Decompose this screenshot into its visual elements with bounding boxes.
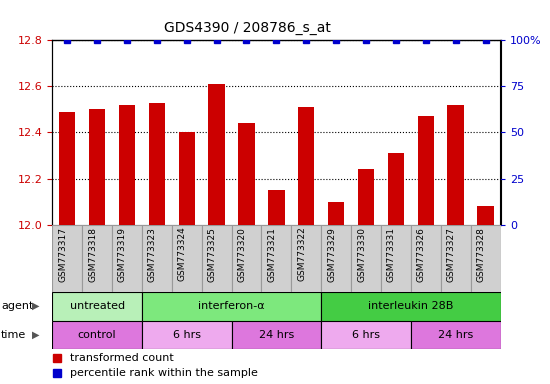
Bar xyxy=(268,190,284,225)
Text: GSM773331: GSM773331 xyxy=(387,227,396,281)
Bar xyxy=(381,225,411,292)
Text: GSM773321: GSM773321 xyxy=(267,227,276,281)
Text: GSM773323: GSM773323 xyxy=(148,227,157,281)
Bar xyxy=(52,292,142,321)
Text: GSM773326: GSM773326 xyxy=(417,227,426,281)
Text: untreated: untreated xyxy=(69,301,125,311)
Text: GSM773327: GSM773327 xyxy=(447,227,455,281)
Text: GSM773329: GSM773329 xyxy=(327,227,336,281)
Bar xyxy=(172,225,202,292)
Bar xyxy=(52,225,82,292)
Text: transformed count: transformed count xyxy=(70,353,174,363)
Bar xyxy=(388,153,404,225)
Bar xyxy=(417,116,434,225)
Text: GSM773318: GSM773318 xyxy=(88,227,97,281)
Bar xyxy=(52,321,142,349)
Bar xyxy=(232,321,321,349)
Bar xyxy=(477,206,494,225)
Bar xyxy=(298,107,315,225)
Text: 6 hrs: 6 hrs xyxy=(352,330,380,340)
Bar xyxy=(328,202,344,225)
Text: 24 hrs: 24 hrs xyxy=(258,330,294,340)
Text: GSM773319: GSM773319 xyxy=(118,227,127,281)
Text: ▶: ▶ xyxy=(32,301,40,311)
Bar xyxy=(89,109,105,225)
Bar xyxy=(142,292,321,321)
Bar xyxy=(441,225,471,292)
Bar xyxy=(261,225,292,292)
Bar xyxy=(142,225,172,292)
Bar xyxy=(321,321,411,349)
Bar xyxy=(351,225,381,292)
Bar xyxy=(82,225,112,292)
Text: percentile rank within the sample: percentile rank within the sample xyxy=(70,368,258,378)
Text: 24 hrs: 24 hrs xyxy=(438,330,474,340)
Text: GSM773317: GSM773317 xyxy=(58,227,67,281)
Text: GDS4390 / 208786_s_at: GDS4390 / 208786_s_at xyxy=(164,21,331,35)
Text: GSM773325: GSM773325 xyxy=(207,227,217,281)
Bar xyxy=(142,321,232,349)
Bar xyxy=(59,112,75,225)
Bar xyxy=(411,321,501,349)
Bar xyxy=(232,225,261,292)
Bar xyxy=(321,225,351,292)
Text: interferon-α: interferon-α xyxy=(198,301,265,311)
Text: GSM773322: GSM773322 xyxy=(297,227,306,281)
Text: time: time xyxy=(1,330,26,340)
Bar xyxy=(208,84,225,225)
Bar xyxy=(112,225,142,292)
Bar xyxy=(358,169,374,225)
Text: 6 hrs: 6 hrs xyxy=(173,330,201,340)
Bar xyxy=(321,292,500,321)
Bar xyxy=(119,105,135,225)
Text: interleukin 28B: interleukin 28B xyxy=(368,301,454,311)
Bar xyxy=(411,225,441,292)
Text: ▶: ▶ xyxy=(32,330,40,340)
Bar xyxy=(448,105,464,225)
Bar xyxy=(148,103,165,225)
Bar xyxy=(292,225,321,292)
Bar xyxy=(202,225,232,292)
Text: agent: agent xyxy=(1,301,34,311)
Bar xyxy=(179,132,195,225)
Text: control: control xyxy=(78,330,117,340)
Text: GSM773330: GSM773330 xyxy=(357,227,366,281)
Text: GSM773324: GSM773324 xyxy=(178,227,186,281)
Bar xyxy=(471,225,501,292)
Text: GSM773328: GSM773328 xyxy=(476,227,486,281)
Bar xyxy=(238,123,255,225)
Text: GSM773320: GSM773320 xyxy=(238,227,246,281)
